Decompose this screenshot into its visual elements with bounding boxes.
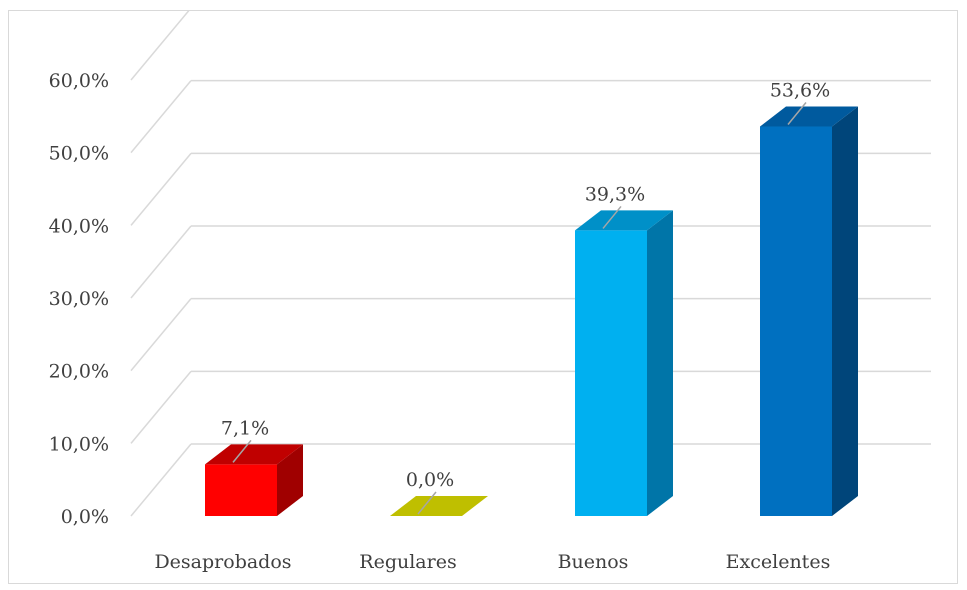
gridline-depth	[130, 370, 192, 444]
y-tick-label: 40,0%	[49, 215, 109, 237]
y-tick-label: 60,0%	[49, 70, 109, 92]
bar-side	[647, 210, 673, 517]
bars	[205, 106, 858, 517]
bar-front	[205, 464, 277, 516]
bar-top	[760, 106, 858, 127]
chart-frame: 0,0% 10,0% 20,0% 30,0% 40,0% 50,0% 60,0% 7,1% 0…	[8, 10, 958, 584]
x-category-label: Regulares	[359, 551, 456, 573]
bar-chart: 0,0% 10,0% 20,0% 30,0% 40,0% 50,0% 60,0% 7,1% 0…	[49, 11, 931, 573]
bar-top	[390, 496, 488, 516]
gridline-depth	[130, 298, 192, 372]
y-tick-label: 0,0%	[61, 506, 109, 528]
gridline-depth	[130, 443, 192, 517]
bar-top	[205, 444, 303, 465]
y-tick-label: 30,0%	[49, 288, 109, 310]
data-label: 53,6%	[770, 80, 830, 102]
gridline-depth	[130, 225, 192, 299]
y-axis-ticks: 0,0% 10,0% 20,0% 30,0% 40,0% 50,0% 60,0%	[49, 70, 109, 528]
y-tick-label: 10,0%	[49, 433, 109, 455]
label-leader	[232, 439, 252, 463]
gridline-depth	[130, 11, 190, 81]
bar-front	[575, 230, 647, 517]
gridline-depth	[130, 80, 192, 154]
data-labels: 7,1% 0,0% 39,3% 53,6%	[221, 80, 830, 515]
gridline-depth	[130, 152, 192, 226]
bar-buenos	[575, 210, 673, 517]
label-leader	[602, 205, 622, 229]
bar-regulares	[390, 496, 488, 516]
x-category-label: Buenos	[558, 551, 629, 573]
y-tick-label: 50,0%	[49, 143, 109, 165]
y-tick-label: 20,0%	[49, 361, 109, 383]
x-category-label: Desaprobados	[154, 551, 291, 573]
bar-side	[832, 106, 858, 517]
x-category-label: Excelentes	[726, 551, 831, 573]
bar-side	[277, 444, 303, 516]
bar-excelentes	[760, 106, 858, 517]
x-axis-categories: Desaprobados Regulares Buenos Excelentes	[154, 551, 830, 573]
bar-desaprobados	[205, 444, 303, 516]
label-leader	[787, 102, 807, 125]
bar-front	[760, 126, 832, 517]
data-label: 39,3%	[585, 183, 645, 205]
data-label: 0,0%	[406, 469, 454, 491]
label-leader	[417, 491, 437, 515]
bar-top	[575, 210, 673, 231]
data-label: 7,1%	[221, 417, 269, 439]
